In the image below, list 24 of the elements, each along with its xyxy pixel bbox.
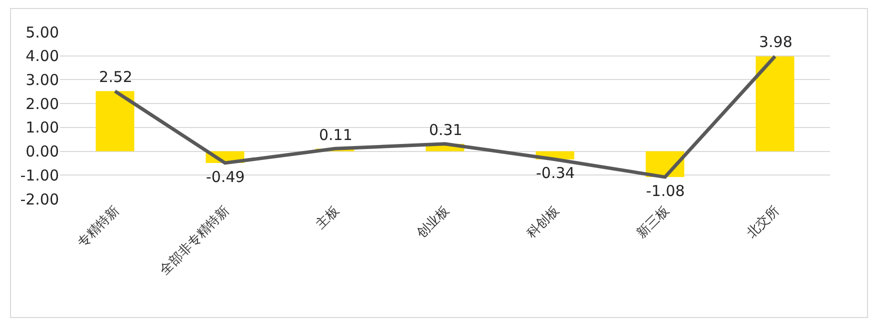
bar — [756, 56, 794, 152]
data-label: -0.34 — [536, 164, 575, 182]
y-tick-label: -2.00 — [20, 190, 59, 208]
x-tick-label: 新三板 — [634, 203, 672, 242]
x-tick-label: 主板 — [312, 202, 342, 232]
x-tick-label: 北交所 — [744, 202, 782, 242]
x-tick-label: 全部非专精特新 — [157, 203, 232, 278]
data-label: 0.11 — [319, 126, 352, 144]
data-label: -0.49 — [206, 168, 245, 186]
y-tick-label: 4.00 — [26, 47, 59, 66]
y-tick-label: -1.00 — [20, 166, 59, 184]
x-tick-label: 创业板 — [414, 203, 452, 242]
y-tick-label: 5.00 — [26, 23, 59, 42]
y-tick-label: 1.00 — [26, 118, 59, 137]
x-tick-label: 专精特新 — [75, 203, 122, 251]
y-tick-label: 2.00 — [26, 94, 59, 113]
data-label: 0.31 — [429, 121, 462, 139]
data-label: 3.98 — [759, 33, 792, 51]
data-label: 2.52 — [99, 68, 132, 86]
x-tick-label: 科创板 — [524, 203, 562, 242]
bar — [96, 91, 134, 152]
y-tick-label: 0.00 — [26, 142, 59, 161]
data-label: -1.08 — [646, 182, 685, 200]
y-tick-label: 3.00 — [26, 70, 59, 89]
